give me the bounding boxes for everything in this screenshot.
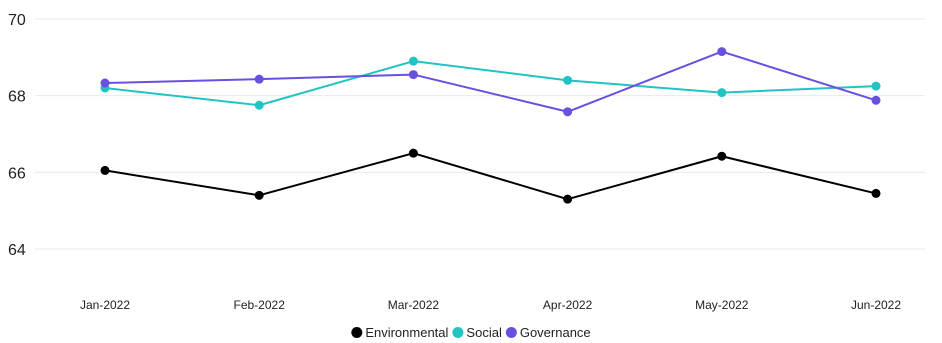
series-social xyxy=(100,56,881,110)
data-point[interactable] xyxy=(408,148,418,158)
data-point[interactable] xyxy=(563,194,573,204)
x-tick-label: Apr-2022 xyxy=(543,298,593,312)
legend-label: Environmental xyxy=(365,325,448,340)
series-governance xyxy=(100,47,881,117)
data-point[interactable] xyxy=(717,88,727,98)
legend: Environmental Social Governance xyxy=(351,325,591,340)
data-point[interactable] xyxy=(871,95,881,105)
data-point[interactable] xyxy=(563,107,573,117)
legend-marker xyxy=(452,327,464,338)
legend-item-governance[interactable]: Governance xyxy=(505,325,591,340)
y-tick-label: 64 xyxy=(8,242,26,259)
series-line-environmental xyxy=(104,152,877,201)
data-point[interactable] xyxy=(717,151,727,161)
x-tick-label: Jun-2022 xyxy=(851,298,901,312)
legend-marker xyxy=(505,327,517,338)
legend-label: Social xyxy=(466,325,502,340)
data-point[interactable] xyxy=(871,188,881,198)
data-point[interactable] xyxy=(871,81,881,91)
x-axis-ticks: Jan-2022 Feb-2022 Mar-2022 Apr-2022 May-2022… xyxy=(80,298,901,312)
x-tick-label: Mar-2022 xyxy=(388,298,440,312)
gridlines xyxy=(35,18,925,250)
data-point[interactable] xyxy=(563,75,573,85)
y-tick-label: 66 xyxy=(8,165,26,182)
series-line-social xyxy=(104,60,877,107)
legend-marker xyxy=(351,327,363,338)
data-point[interactable] xyxy=(100,78,110,88)
data-point[interactable] xyxy=(100,165,110,175)
data-point[interactable] xyxy=(717,47,727,57)
series-environmental xyxy=(100,148,881,204)
data-point[interactable] xyxy=(254,100,264,110)
x-tick-label: May-2022 xyxy=(695,298,749,312)
series-line-governance xyxy=(104,50,877,113)
data-point[interactable] xyxy=(254,190,264,200)
y-tick-label: 70 xyxy=(8,12,26,29)
x-tick-label: Jan-2022 xyxy=(80,298,130,312)
data-point[interactable] xyxy=(408,70,418,80)
legend-label: Governance xyxy=(520,325,591,340)
data-point[interactable] xyxy=(254,74,264,84)
legend-item-environmental[interactable]: Environmental xyxy=(351,325,449,340)
legend-item-social[interactable]: Social xyxy=(452,325,502,340)
series-lines xyxy=(100,47,881,204)
y-axis-ticks: 64 66 68 70 xyxy=(8,12,26,259)
y-tick-label: 68 xyxy=(8,89,26,106)
data-point[interactable] xyxy=(408,56,418,66)
x-tick-label: Feb-2022 xyxy=(234,298,286,312)
